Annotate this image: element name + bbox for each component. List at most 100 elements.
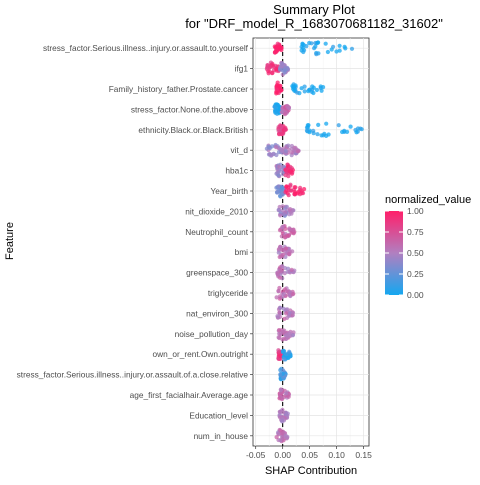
shap-point	[284, 188, 289, 193]
shap-point	[310, 84, 315, 89]
feature-label: stress_factor.None.of.the.above	[131, 104, 249, 114]
shap-point	[337, 48, 342, 53]
shap-point	[274, 87, 279, 92]
shap-point	[284, 311, 289, 316]
feature-label: Neutrophil_count	[185, 227, 248, 237]
shap-point	[349, 46, 355, 51]
shap-point	[326, 132, 331, 137]
shap-point	[275, 190, 280, 195]
shap-point	[295, 149, 301, 154]
shap-point	[286, 143, 291, 148]
shap-point	[281, 212, 286, 217]
feature-label: ifg1	[235, 64, 249, 74]
shap-points	[264, 40, 364, 444]
shap-point	[285, 104, 290, 109]
shap-point	[281, 291, 286, 296]
shap-point	[275, 271, 280, 276]
shap-point	[329, 47, 334, 52]
feature-labels: stress_factor.Serious.illness..injury.or…	[17, 43, 253, 441]
shap-point	[279, 132, 284, 137]
shap-point	[276, 431, 281, 436]
chart-title: Summary Plot	[273, 2, 355, 17]
shap-point	[278, 353, 283, 358]
shap-point	[277, 294, 282, 299]
shap-point	[280, 252, 285, 257]
plot-panel	[252, 37, 370, 447]
shap-point	[283, 68, 288, 73]
shap-point	[299, 86, 304, 91]
shap-point	[274, 91, 279, 96]
shap-point	[348, 124, 353, 129]
shap-point	[315, 40, 320, 45]
feature-points	[277, 387, 291, 402]
shap-point	[278, 428, 283, 433]
shap-point	[280, 68, 285, 73]
shap-point	[280, 204, 285, 209]
shap-point	[278, 387, 283, 393]
feature-points	[276, 121, 364, 138]
shap-point	[279, 396, 284, 401]
feature-label: stress_factor.Serious.illness..injury.or…	[17, 370, 249, 380]
feature-points	[276, 244, 295, 260]
shap-point	[283, 246, 288, 251]
shap-point	[280, 349, 285, 354]
shap-point	[288, 207, 293, 212]
feature-label: nat_environ_300	[186, 308, 248, 318]
shap-point	[279, 124, 284, 129]
shap-point	[359, 127, 364, 132]
shap-point	[337, 43, 342, 48]
feature-points	[277, 407, 290, 424]
shap-point	[300, 42, 305, 47]
shap-point	[270, 71, 275, 76]
shap-point	[278, 269, 284, 274]
chart-subtitle: for "DRF_model_R_1683070681182_31602"	[185, 16, 443, 31]
shap-point	[277, 164, 282, 169]
shap-point	[290, 310, 296, 315]
shap-point	[274, 67, 279, 72]
x-tick-label: 0.05	[301, 450, 318, 460]
legend-colorbar	[385, 211, 403, 295]
feature-label: hba1c	[225, 166, 248, 176]
shap-point	[319, 133, 324, 138]
shap-point	[280, 264, 285, 269]
shap-point	[286, 394, 291, 399]
shap-point	[324, 121, 329, 126]
shap-point	[283, 112, 288, 117]
shap-point	[274, 44, 279, 50]
shap-point	[314, 87, 319, 93]
feature-points	[272, 102, 292, 117]
feature-label: age_first_facialhair.Average.age	[130, 390, 249, 400]
shap-point	[272, 104, 277, 109]
shap-point	[264, 66, 269, 72]
shap-point	[267, 152, 273, 157]
x-tick-label: 0.10	[328, 450, 345, 460]
legend-title: normalized_value	[385, 194, 471, 206]
shap-point	[275, 314, 280, 319]
shap-point	[323, 41, 328, 46]
shap-point	[289, 143, 294, 149]
color-legend: normalized_value 1.00 0.75 0.50 0.25 0.00	[385, 194, 471, 300]
shap-point	[292, 185, 297, 190]
shap-point	[283, 391, 289, 396]
shap-point	[276, 289, 281, 294]
shap-point	[277, 310, 282, 315]
shap-point	[280, 435, 285, 440]
shap-point	[304, 128, 310, 133]
shap-point	[319, 88, 324, 93]
shap-point	[311, 131, 316, 136]
shap-point	[287, 246, 292, 251]
shap-point	[277, 328, 282, 333]
feature-label: Year_birth	[210, 186, 248, 196]
shap-point	[274, 145, 279, 150]
shap-point	[284, 332, 289, 337]
feature-label: stress_factor.Serious.illness..injury.or…	[43, 43, 249, 53]
shap-point	[278, 332, 283, 337]
feature-label: Family_history_father.Prostate.cancer	[109, 84, 249, 94]
shap-point	[286, 233, 291, 238]
shap-point	[280, 185, 285, 190]
shap-point	[318, 84, 323, 89]
shap-point	[292, 84, 297, 89]
legend-tick-label: 0.50	[407, 248, 424, 258]
shap-point	[276, 208, 281, 213]
feature-label: vit_d	[230, 145, 248, 155]
